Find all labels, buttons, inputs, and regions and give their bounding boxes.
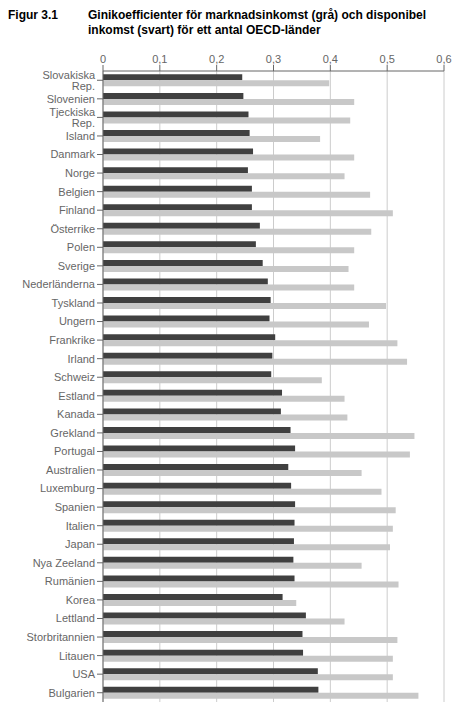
svg-text:Island: Island: [66, 130, 95, 142]
svg-text:Storbritannien: Storbritannien: [27, 631, 96, 643]
svg-text:Frankrike: Frankrike: [49, 334, 95, 346]
svg-text:Portugal: Portugal: [54, 445, 95, 457]
svg-text:TjeckiskaRep.: TjeckiskaRep.: [49, 106, 96, 129]
svg-text:Belgien: Belgien: [58, 186, 95, 198]
svg-text:Grekland: Grekland: [50, 427, 95, 439]
svg-text:Lettland: Lettland: [56, 612, 95, 624]
html-text:Ginikoefficienter för marknads: Ginikoefficienter för marknadsinkomst (g…: [88, 8, 427, 37]
html-text:Figur 3.1: Figur 3.1: [8, 8, 58, 22]
svg-text:0,6: 0,6: [436, 53, 451, 65]
svg-text:Korea: Korea: [66, 594, 96, 606]
svg-text:0,2: 0,2: [209, 53, 224, 65]
svg-text:0,1: 0,1: [152, 53, 167, 65]
svg-text:Luxemburg: Luxemburg: [40, 482, 95, 494]
svg-text:Italien: Italien: [66, 520, 95, 532]
svg-text:Polen: Polen: [67, 241, 95, 253]
svg-text:Finland: Finland: [59, 204, 95, 216]
svg-text:0,4: 0,4: [323, 53, 338, 65]
svg-text:Litauen: Litauen: [59, 650, 95, 662]
svg-text:Bulgarien: Bulgarien: [49, 687, 95, 699]
svg-text:0,5: 0,5: [380, 53, 395, 65]
svg-text:Japan: Japan: [65, 538, 95, 550]
svg-text:SlovakiskaRep.: SlovakiskaRep.: [42, 69, 95, 92]
svg-text:Nya Zeeland: Nya Zeeland: [33, 557, 95, 569]
svg-text:Spanien: Spanien: [55, 501, 95, 513]
svg-text:USA: USA: [72, 668, 95, 680]
svg-text:Rumänien: Rumänien: [45, 575, 95, 587]
svg-text:Estland: Estland: [58, 390, 95, 402]
svg-text:Tyskland: Tyskland: [52, 297, 95, 309]
svg-text:Irland: Irland: [67, 353, 95, 365]
svg-text:Sverige: Sverige: [58, 260, 95, 272]
svg-text:Ungern: Ungern: [59, 315, 95, 327]
svg-text:0: 0: [100, 53, 106, 65]
svg-text:Kanada: Kanada: [57, 408, 96, 420]
svg-text:Danmark: Danmark: [50, 148, 95, 160]
svg-text:Nederländerna: Nederländerna: [22, 278, 96, 290]
svg-text:Australien: Australien: [46, 464, 95, 476]
svg-text:Norge: Norge: [65, 167, 95, 179]
svg-text:Slovenien: Slovenien: [47, 93, 95, 105]
svg-text:Österrike: Österrike: [50, 223, 95, 235]
svg-text:0,3: 0,3: [266, 53, 281, 65]
svg-text:Schweiz: Schweiz: [54, 371, 95, 383]
